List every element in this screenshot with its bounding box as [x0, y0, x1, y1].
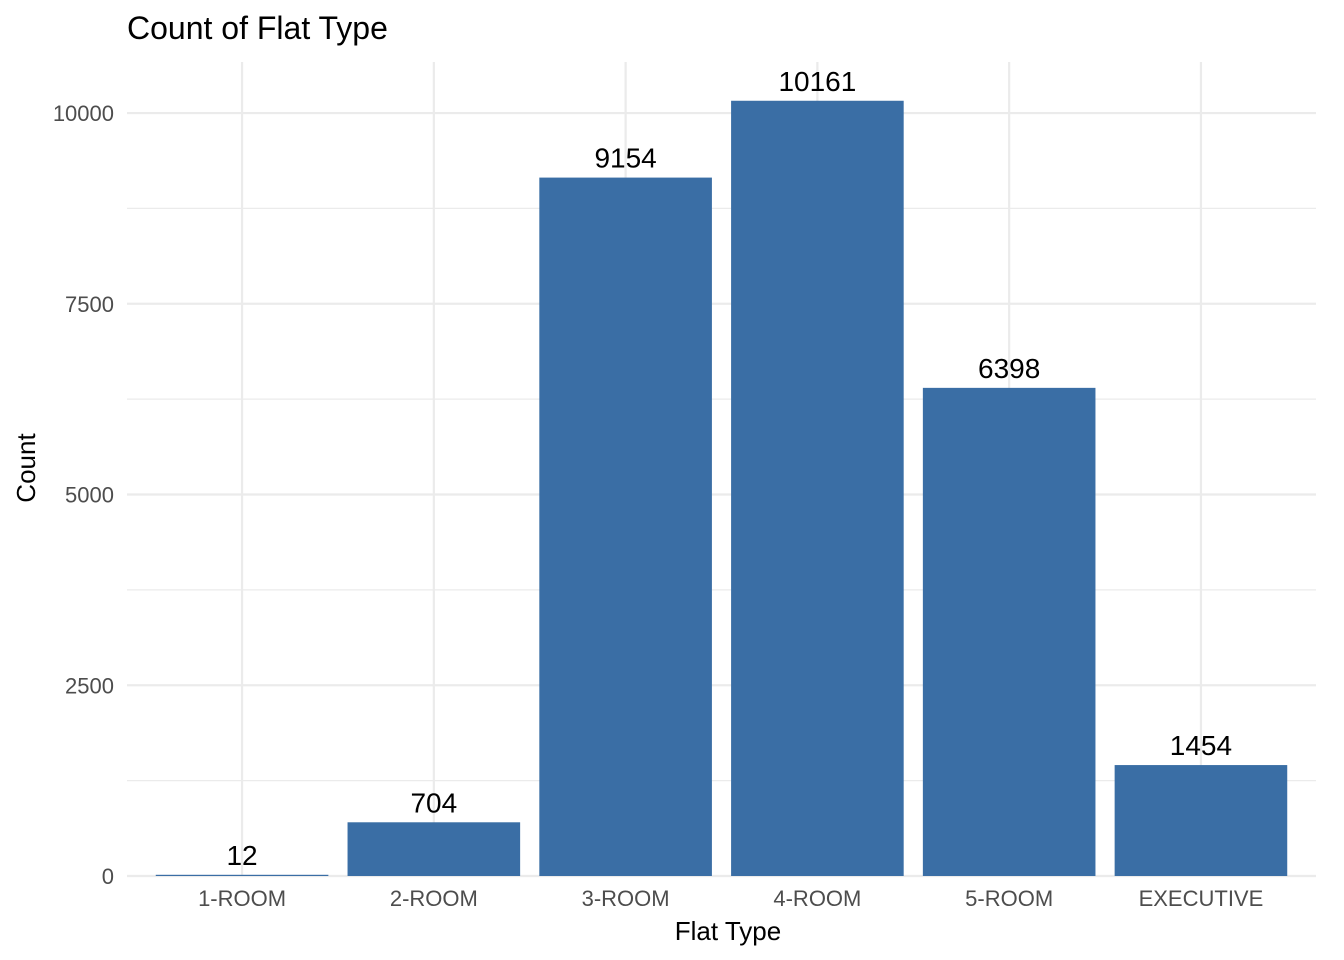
bar-2-room	[347, 822, 521, 876]
x-axis-ticks: 1-ROOM 2-ROOM 3-ROOM 4-ROOM 5-ROOM EXECUTIVE	[198, 886, 1263, 911]
bars	[155, 100, 1288, 877]
y-axis-title: Count	[11, 433, 41, 503]
y-tick-label: 7500	[65, 292, 114, 317]
x-tick-label: 1-ROOM	[198, 886, 286, 911]
x-tick-label: 2-ROOM	[390, 886, 478, 911]
y-tick-label: 10000	[53, 101, 114, 126]
grid-lines	[127, 62, 1316, 878]
x-axis-title: Flat Type	[675, 916, 781, 946]
y-tick-label: 0	[102, 864, 114, 889]
bar-3-room	[539, 177, 712, 877]
y-axis-ticks: 0 2500 5000 7500 10000	[53, 101, 114, 889]
data-label: 6398	[978, 353, 1040, 384]
x-tick-label: EXECUTIVE	[1139, 886, 1264, 911]
x-tick-label: 5-ROOM	[965, 886, 1053, 911]
data-label: 9154	[594, 143, 656, 174]
data-label: 1454	[1170, 730, 1232, 761]
bar-1-room	[155, 874, 329, 876]
chart-title: Count of Flat Type	[127, 10, 388, 46]
data-label: 10161	[778, 66, 856, 97]
x-tick-label: 3-ROOM	[582, 886, 670, 911]
bar-executive	[1114, 765, 1288, 876]
y-tick-label: 2500	[65, 673, 114, 698]
bar-5-room	[922, 387, 1096, 876]
data-label: 12	[226, 840, 257, 871]
data-label: 704	[410, 787, 457, 818]
y-tick-label: 5000	[65, 483, 114, 508]
data-labels: 12 704 9154 10161 6398 1454	[226, 66, 1232, 871]
bar-4-room	[731, 100, 904, 876]
x-tick-label: 4-ROOM	[773, 886, 861, 911]
